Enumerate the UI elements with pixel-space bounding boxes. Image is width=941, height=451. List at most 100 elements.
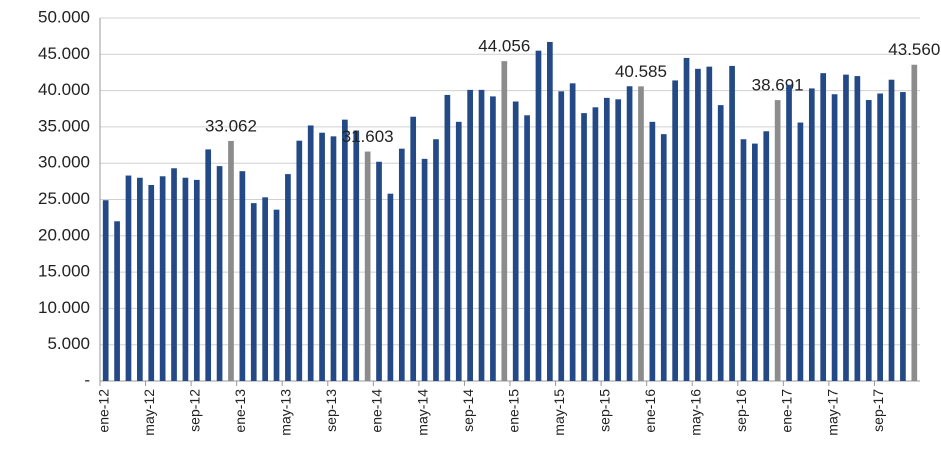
x-tick-label: ene-17 bbox=[779, 389, 795, 433]
bar bbox=[137, 177, 143, 381]
bar bbox=[387, 193, 394, 381]
y-tick-label: 15.000 bbox=[38, 262, 90, 281]
bar bbox=[626, 86, 633, 381]
x-tick-label: may-14 bbox=[414, 389, 430, 436]
bar bbox=[558, 91, 565, 382]
bar bbox=[455, 121, 462, 382]
bar bbox=[433, 139, 439, 381]
bar bbox=[740, 139, 747, 381]
y-tick-label: 45.000 bbox=[38, 44, 90, 63]
bar bbox=[319, 132, 325, 381]
bar bbox=[820, 73, 827, 382]
x-tick-label: may-16 bbox=[688, 389, 704, 436]
y-tick-label: 40.000 bbox=[38, 80, 90, 99]
bar bbox=[490, 96, 496, 382]
bar bbox=[615, 99, 622, 381]
bar bbox=[125, 175, 132, 381]
y-tick-label: 10.000 bbox=[38, 298, 90, 317]
bar bbox=[421, 158, 428, 381]
bar bbox=[159, 176, 166, 381]
y-tick-label: 20.000 bbox=[38, 225, 90, 244]
bar bbox=[501, 61, 508, 381]
data-label: 33.062 bbox=[205, 116, 257, 135]
bar bbox=[695, 68, 701, 381]
x-tick-label: sep-14 bbox=[460, 389, 476, 432]
bar bbox=[569, 83, 576, 381]
bar bbox=[228, 140, 234, 381]
y-tick-label: 50.000 bbox=[38, 7, 90, 26]
x-tick-label: sep-16 bbox=[733, 389, 749, 432]
bar bbox=[854, 76, 861, 381]
bar bbox=[307, 125, 314, 381]
x-tick-label: ene-13 bbox=[232, 389, 248, 433]
x-tick-label: may-12 bbox=[141, 389, 157, 436]
bar bbox=[364, 151, 371, 381]
bar bbox=[171, 168, 177, 381]
y-tick-label: 35.000 bbox=[38, 116, 90, 135]
x-tick-label: sep-12 bbox=[187, 389, 203, 432]
bar bbox=[148, 184, 155, 381]
x-tick-label: ene-16 bbox=[642, 389, 658, 433]
bar bbox=[774, 100, 781, 382]
bar bbox=[376, 161, 382, 381]
bar bbox=[478, 89, 485, 382]
x-tick-label: ene-14 bbox=[369, 389, 385, 433]
x-tick-label: ene-12 bbox=[95, 389, 111, 433]
bar bbox=[239, 171, 246, 381]
bar bbox=[603, 97, 610, 382]
bar bbox=[660, 134, 667, 381]
bar bbox=[911, 64, 918, 382]
bar bbox=[296, 140, 303, 381]
x-tick-label: ene-15 bbox=[505, 389, 521, 433]
x-tick-label: sep-13 bbox=[323, 389, 339, 432]
bar bbox=[797, 122, 804, 381]
bar bbox=[888, 79, 895, 382]
bar bbox=[285, 174, 291, 381]
bar bbox=[410, 116, 417, 382]
bar bbox=[877, 93, 883, 381]
data-label: 38.691 bbox=[752, 76, 804, 95]
y-tick-label: 30.000 bbox=[38, 153, 90, 172]
bar bbox=[262, 197, 268, 381]
data-label: 31.603 bbox=[342, 127, 394, 146]
bar bbox=[273, 209, 280, 381]
bar bbox=[182, 177, 189, 381]
bar bbox=[524, 115, 530, 381]
x-tick-label: sep-17 bbox=[870, 389, 886, 432]
bar bbox=[763, 131, 770, 381]
bar bbox=[900, 92, 906, 381]
bar bbox=[592, 107, 599, 381]
bar bbox=[752, 143, 758, 381]
x-tick-label: may-15 bbox=[551, 389, 567, 436]
data-label: 43.560 bbox=[888, 40, 940, 59]
bar bbox=[638, 86, 644, 381]
bar bbox=[398, 148, 405, 381]
bar bbox=[535, 50, 542, 382]
bar bbox=[342, 119, 348, 381]
x-tick-label: sep-15 bbox=[597, 389, 613, 432]
bar bbox=[512, 101, 519, 382]
bar bbox=[831, 94, 838, 381]
bar bbox=[706, 66, 713, 381]
bar bbox=[205, 149, 212, 381]
bar bbox=[250, 203, 257, 381]
bar bbox=[808, 88, 815, 381]
bar bbox=[330, 136, 337, 381]
bar bbox=[786, 84, 792, 382]
bar bbox=[729, 65, 735, 381]
bar bbox=[467, 89, 473, 382]
bar bbox=[114, 221, 120, 381]
bar bbox=[843, 74, 849, 382]
bar bbox=[353, 130, 360, 381]
bar bbox=[683, 57, 690, 382]
y-tick-label: 25.000 bbox=[38, 189, 90, 208]
bar bbox=[672, 80, 678, 381]
bar bbox=[216, 166, 223, 381]
x-tick-label: may-17 bbox=[824, 389, 840, 436]
bar bbox=[865, 100, 872, 382]
data-label: 40.585 bbox=[615, 62, 667, 81]
data-label: 44.056 bbox=[478, 37, 530, 56]
bar bbox=[444, 94, 451, 382]
bar bbox=[581, 113, 587, 381]
